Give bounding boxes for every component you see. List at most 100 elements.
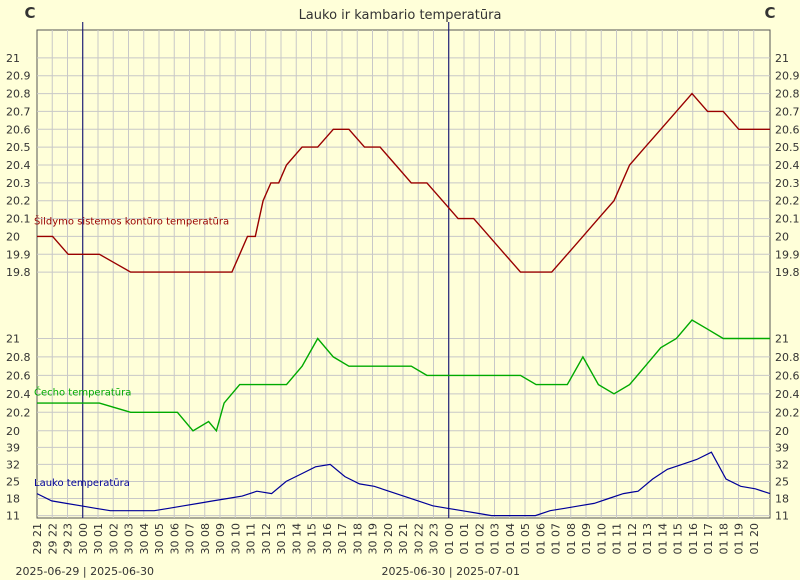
x-tick-label: 30 02	[107, 523, 120, 555]
series-line	[36, 451, 771, 517]
y-tick-label-right: 20.4	[775, 388, 800, 401]
x-tick-label: 01 12	[626, 523, 639, 555]
left-unit-label: C	[24, 4, 35, 22]
y-tick-label-right: 20	[775, 425, 789, 438]
series-name-label: Šildymo sistemos kontūro temperatūra	[34, 215, 229, 228]
y-tick-label-left: 18	[6, 493, 20, 506]
y-tick-label-left: 19.9	[6, 248, 31, 261]
y-tick-label-right: 32	[775, 458, 789, 471]
y-tick-label-right: 20	[775, 230, 789, 243]
y-tick-label-right: 20.7	[775, 105, 800, 118]
x-tick-label: 01 16	[687, 523, 700, 555]
x-tick-label: 30 00	[77, 523, 90, 555]
x-tick-label: 29 22	[46, 523, 59, 555]
x-tick-label: 01 15	[672, 523, 685, 555]
x-tick-label: 30 06	[168, 523, 181, 555]
x-tick-label: 01 04	[504, 523, 517, 555]
x-tick-label: 01 11	[611, 523, 624, 555]
x-tick-label: 30 03	[123, 523, 136, 555]
y-tick-label-left: 20.3	[6, 177, 31, 190]
series-line	[37, 92, 770, 273]
x-tick-label: 01 03	[489, 523, 502, 555]
x-tick-label: 01 20	[748, 523, 761, 555]
y-tick-label-left: 20.9	[6, 70, 31, 83]
y-tick-label-right: 25	[775, 475, 789, 488]
x-tick-label: 01 05	[519, 523, 532, 555]
y-tick-label-left: 20.5	[6, 141, 31, 154]
series-layer	[36, 92, 771, 517]
y-tick-label-left: 39	[6, 441, 20, 454]
y-tick-label-right: 18	[775, 493, 789, 506]
y-tick-label-left: 20.4	[6, 159, 31, 172]
y-tick-label-right: 20.5	[775, 141, 800, 154]
y-tick-label-left: 11	[6, 510, 20, 523]
y-tick-label-left: 20.2	[6, 195, 31, 208]
x-tick-label: 01 08	[565, 523, 578, 555]
x-tick-label: 01 02	[473, 523, 486, 555]
y-tick-label-left: 25	[6, 475, 20, 488]
x-tick-label: 30 14	[290, 523, 303, 555]
x-tick-label: 01 19	[733, 523, 746, 555]
x-tick-label: 30 07	[184, 523, 197, 555]
y-tick-label-right: 39	[775, 441, 789, 454]
y-tick-label-right: 21	[775, 52, 789, 65]
y-tick-label-left: 20.1	[6, 213, 31, 226]
x-tick-label: 30 19	[367, 523, 380, 555]
series-name-label: Čecho temperatūra	[34, 385, 131, 398]
x-tick-label: 01 17	[702, 523, 715, 555]
x-tick-label: 01 14	[656, 523, 669, 555]
y-tick-label-left: 32	[6, 458, 20, 471]
x-tick-label: 30 22	[412, 523, 425, 555]
x-tick-label: 01 07	[550, 523, 563, 555]
y-tick-label-left: 20	[6, 230, 20, 243]
day-divider-label: 2025-06-30 | 2025-07-01	[381, 565, 520, 578]
y-tick-label-right: 21	[775, 332, 789, 345]
y-tick-label-right: 11	[775, 510, 789, 523]
y-tick-label-left: 20.2	[6, 406, 31, 419]
x-tick-label: 30 17	[336, 523, 349, 555]
x-tick-label: 29 21	[31, 523, 44, 555]
y-tick-label-right: 20.3	[775, 177, 800, 190]
x-tick-label: 30 18	[351, 523, 364, 555]
y-tick-label-left: 20.8	[6, 351, 31, 364]
series-line	[37, 319, 770, 433]
y-tick-label-right: 20.4	[775, 159, 800, 172]
x-tick-label: 29 23	[62, 523, 75, 555]
y-tick-label-left: 20.6	[6, 123, 31, 136]
y-tick-label-left: 20.6	[6, 369, 31, 382]
y-tick-label-right: 20.2	[775, 195, 800, 208]
day-dividers	[82, 22, 450, 518]
x-tick-label: 30 13	[275, 523, 288, 555]
x-tick-label: 30 20	[382, 523, 395, 555]
x-tick-label: 01 10	[595, 523, 608, 555]
grid-lines	[37, 30, 770, 518]
x-tick-label: 30 16	[321, 523, 334, 555]
y-tick-label-right: 20.6	[775, 123, 800, 136]
y-tick-label-right: 20.6	[775, 369, 800, 382]
y-tick-label-left: 20.4	[6, 388, 31, 401]
x-tick-label: 01 01	[458, 523, 471, 555]
y-tick-label-right: 20.2	[775, 406, 800, 419]
x-tick-label: 30 10	[229, 523, 242, 555]
y-tick-label-right: 20.8	[775, 88, 800, 101]
chart-title: Lauko ir kambario temperatūra	[299, 8, 502, 23]
y-tick-label-left: 19.8	[6, 266, 31, 279]
axis-labels: 29 21 29 22 29 23 30 00 30 01 30 02 30 03 30 04…	[6, 52, 800, 578]
y-tick-label-right: 20.9	[775, 70, 800, 83]
x-tick-label: 30 08	[199, 523, 212, 555]
series-name-label: Lauko temperatūra	[34, 478, 130, 489]
x-tick-label: 30 09	[214, 523, 227, 555]
x-tick-label: 01 13	[641, 523, 654, 555]
x-tick-label: 01 00	[443, 523, 456, 555]
y-tick-label-left: 21	[6, 52, 20, 65]
x-tick-label: 30 05	[153, 523, 166, 555]
x-tick-label: 30 21	[397, 523, 410, 555]
right-unit-label: C	[764, 4, 775, 22]
x-tick-label: 01 18	[717, 523, 730, 555]
y-tick-label-left: 20.7	[6, 105, 31, 118]
y-tick-label-left: 21	[6, 332, 20, 345]
x-tick-label: 30 04	[138, 523, 151, 555]
day-divider-label: 2025-06-29 | 2025-06-30	[15, 565, 154, 578]
